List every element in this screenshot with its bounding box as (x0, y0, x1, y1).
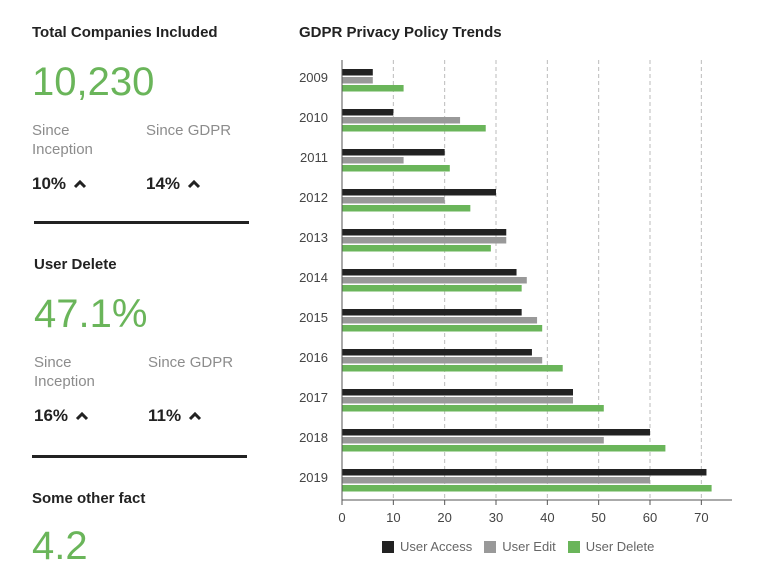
y-tick-label: 2015 (299, 310, 328, 325)
bar-user-delete-2013 (342, 245, 491, 252)
arrow-up-icon (187, 179, 201, 189)
x-tick-label: 30 (489, 510, 503, 525)
y-tick-label: 2010 (299, 110, 328, 125)
bar-user-delete-2019 (342, 485, 712, 492)
y-tick-label: 2016 (299, 350, 328, 365)
bar-chart: 2009201020112012201320142015201620172018… (299, 60, 732, 525)
bar-user-edit-2014 (342, 277, 527, 284)
x-tick-label: 20 (437, 510, 451, 525)
bar-user-access-2016 (342, 349, 532, 356)
bar-user-edit-2016 (342, 357, 543, 364)
stat-value-user-delete: 47.1% (34, 292, 148, 336)
y-tick-label: 2011 (300, 150, 328, 165)
bar-user-access-2013 (342, 229, 507, 236)
bar-user-delete-2011 (342, 165, 450, 172)
stat-value-other-fact: 4.2 (32, 524, 88, 568)
x-tick-label: 40 (540, 510, 554, 525)
bar-user-edit-2015 (342, 317, 538, 324)
legend-swatch (382, 540, 394, 553)
chart-legend: User Access User Edit User Delete (382, 539, 666, 554)
x-tick-label: 10 (386, 510, 400, 525)
legend-item-user-access: User Access (382, 539, 472, 554)
legend-label: User Edit (502, 539, 556, 554)
bar-user-access-2019 (342, 469, 707, 476)
legend-label: User Delete (585, 539, 655, 554)
pct-value: 11% (148, 406, 182, 425)
legend-item-user-edit: User Edit (484, 539, 556, 554)
bar-user-delete-2018 (342, 445, 666, 452)
arrow-up-icon (75, 411, 89, 421)
bar-user-edit-2012 (342, 197, 445, 204)
x-tick-label: 60 (643, 510, 657, 525)
pct-value: 14% (146, 174, 181, 193)
x-tick-label: 50 (591, 510, 605, 525)
bar-user-access-2017 (342, 389, 573, 396)
y-tick-label: 2012 (299, 190, 328, 205)
pct-since-gdpr: 11% (148, 406, 202, 426)
stat-value-total-companies: 10,230 (32, 60, 155, 104)
bar-user-edit-2019 (342, 477, 650, 484)
y-tick-label: 2019 (299, 470, 328, 485)
bar-user-delete-2012 (342, 205, 471, 212)
bar-user-edit-2013 (342, 237, 507, 244)
bar-user-delete-2009 (342, 85, 404, 92)
bar-user-access-2009 (342, 69, 373, 76)
legend-item-user-delete: User Delete (567, 539, 655, 554)
pct-since-gdpr: 14% (146, 174, 201, 194)
bar-user-delete-2016 (342, 365, 563, 372)
bar-user-edit-2009 (342, 77, 373, 84)
pct-value: 10% (32, 174, 67, 193)
stat-title-total-companies: Total Companies Included (32, 24, 218, 41)
bar-user-edit-2010 (342, 117, 461, 124)
since-inception-label: Since Inception (32, 122, 93, 158)
bar-user-access-2018 (342, 429, 650, 436)
bar-user-edit-2011 (342, 157, 404, 164)
legend-label: User Access (400, 539, 473, 554)
bar-user-delete-2014 (342, 285, 522, 292)
y-tick-label: 2018 (299, 430, 328, 445)
stat-title-user-delete: User Delete (34, 256, 117, 273)
bar-user-delete-2015 (342, 325, 543, 332)
legend-swatch (484, 540, 497, 553)
arrow-up-icon (189, 411, 202, 421)
y-tick-label: 2017 (299, 390, 328, 405)
section-divider (34, 221, 249, 224)
stats-panel: Total Companies Included 10,230 Since In… (0, 0, 260, 577)
y-tick-label: 2013 (299, 230, 328, 245)
chart-title: GDPR Privacy Policy Trends (299, 24, 502, 41)
bar-user-edit-2017 (342, 397, 573, 404)
since-gdpr-label: Since GDPR (146, 122, 232, 139)
x-tick-label: 70 (694, 510, 708, 525)
arrow-up-icon (73, 179, 87, 189)
pct-value: 16% (34, 406, 69, 425)
bar-user-access-2012 (342, 189, 496, 196)
y-tick-label: 2014 (299, 270, 328, 285)
bar-user-access-2011 (342, 149, 445, 156)
bar-user-delete-2010 (342, 125, 486, 132)
pct-since-inception: 16% (34, 406, 89, 426)
since-gdpr-label: Since GDPR (148, 354, 234, 371)
bar-user-delete-2017 (342, 405, 604, 412)
legend-swatch (567, 540, 580, 553)
section-divider (32, 455, 247, 458)
pct-since-inception: 10% (32, 174, 87, 194)
y-tick-label: 2009 (299, 70, 328, 85)
bar-user-access-2014 (342, 269, 517, 276)
bar-user-access-2015 (342, 309, 522, 316)
x-tick-label: 0 (338, 510, 345, 525)
bar-user-edit-2018 (342, 437, 604, 444)
bar-user-access-2010 (342, 109, 394, 116)
since-inception-label: Since Inception (34, 354, 95, 390)
stat-title-other-fact: Some other fact (32, 490, 146, 507)
